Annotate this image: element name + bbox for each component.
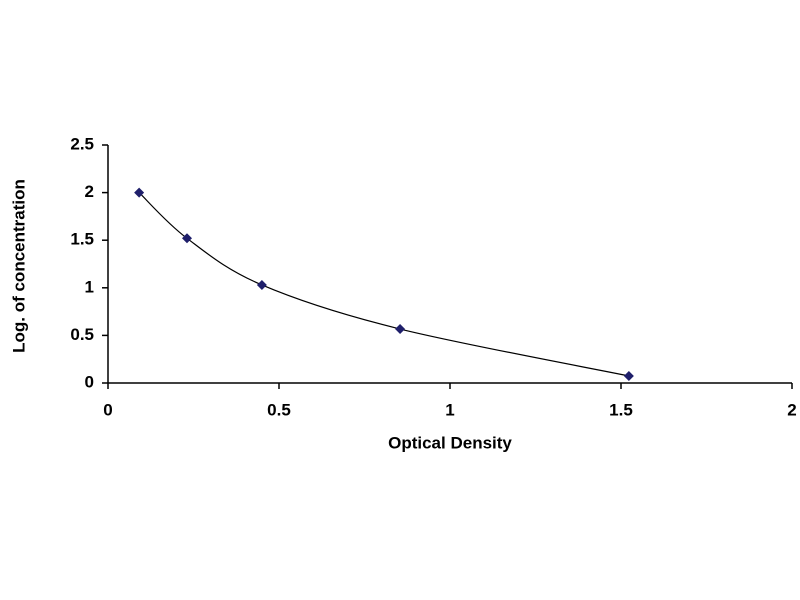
y-tick-label: 2.5 bbox=[70, 134, 94, 153]
y-axis-title: Log. of concentration bbox=[9, 179, 28, 353]
x-tick-label: 1.5 bbox=[609, 400, 633, 419]
fit-curve bbox=[138, 192, 629, 377]
y-tick-label: 0 bbox=[85, 372, 94, 391]
x-tick-label: 1 bbox=[445, 400, 454, 419]
x-tick-label: 2 bbox=[787, 400, 796, 419]
marker bbox=[395, 324, 406, 335]
y-tick-label: 0.5 bbox=[70, 325, 94, 344]
y-tick-label: 2 bbox=[85, 182, 94, 201]
marker bbox=[134, 187, 145, 198]
x-tick-label: 0.5 bbox=[267, 400, 291, 419]
x-tick-label: 0 bbox=[103, 400, 112, 419]
y-tick-label: 1.5 bbox=[70, 230, 94, 249]
marker bbox=[182, 233, 193, 244]
marker bbox=[623, 370, 634, 381]
x-axis-title: Optical Density bbox=[388, 433, 512, 452]
marker bbox=[256, 279, 267, 290]
y-tick-label: 1 bbox=[85, 277, 94, 296]
